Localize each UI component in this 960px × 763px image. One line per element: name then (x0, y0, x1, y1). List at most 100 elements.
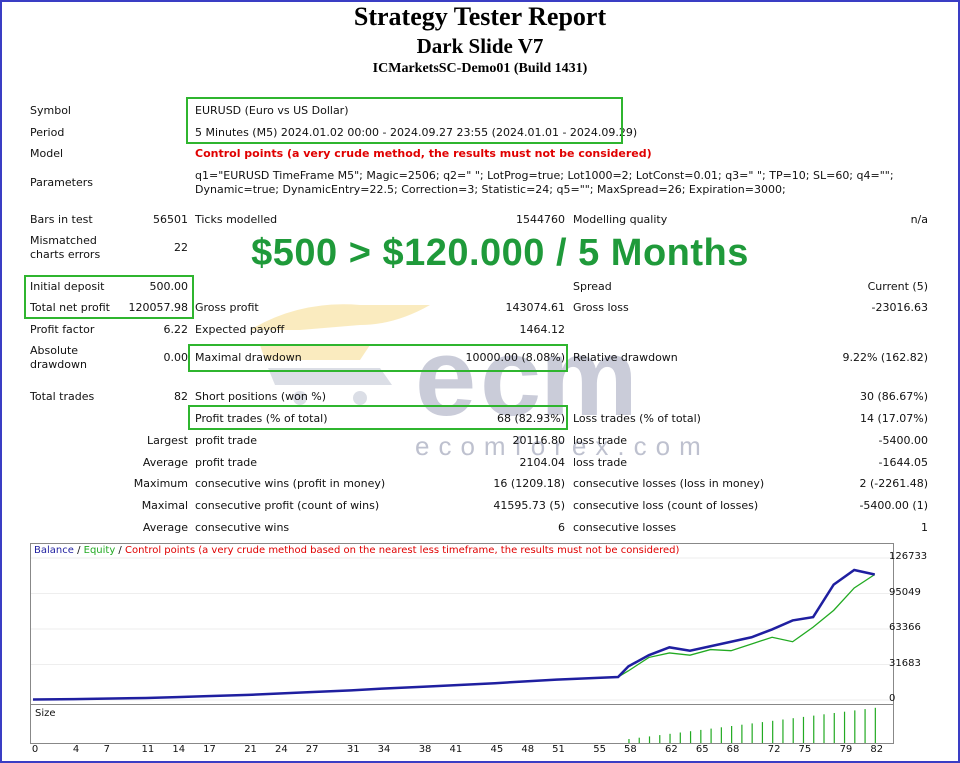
pf-label: Profit factor (30, 323, 95, 336)
legend-balance: Balance (34, 545, 74, 556)
parameters-line1: q1="EURUSD TimeFrame M5"; Magic=2506; q2… (195, 169, 894, 182)
ticks-label: Ticks modelled (195, 213, 278, 226)
x-tick-label: 17 (203, 744, 216, 755)
svg-text:m: m (540, 316, 638, 439)
x-tick-label: 72 (767, 744, 781, 755)
size-bar (813, 715, 815, 743)
ltrades-label: Loss trades (% of total) (573, 412, 701, 425)
quality-label: Modelling quality (573, 213, 668, 226)
payoff-label: Expected payoff (195, 323, 285, 336)
size-bar (638, 737, 640, 743)
spread-label: Spread (573, 280, 612, 293)
size-bar (689, 731, 692, 743)
mismatch-value: 22 (174, 241, 188, 254)
legend-sep-2: / (115, 545, 125, 556)
ptrades-label: Profit trades (% of total) (195, 412, 328, 425)
size-bar (854, 710, 856, 743)
y-tick-label: 126733 (889, 551, 928, 562)
acl-value: 1 (921, 521, 928, 534)
symbol-period-highlight (186, 97, 623, 144)
balance-chart-svg (31, 557, 893, 701)
x-tick-label: 75 (798, 744, 812, 755)
size-bar (772, 720, 774, 743)
grossloss-value: -23016.63 (871, 301, 928, 314)
headline-banner: $500 > $120.000 / 5 Months (251, 232, 749, 274)
x-tick-label: 82 (870, 744, 884, 755)
bars-value: 56501 (153, 213, 188, 226)
short-label: Short positions (won %) (195, 390, 327, 403)
mcl2-label: consecutive loss (count of losses) (573, 499, 759, 512)
y-tick-label: 31683 (889, 657, 921, 669)
x-tick-label: 24 (274, 744, 288, 755)
ll-value: -5400.00 (878, 434, 928, 447)
maximal-label: Maximal (141, 499, 188, 512)
quality-value: n/a (910, 213, 928, 226)
spread-value: Current (5) (867, 280, 928, 293)
size-bar (628, 739, 630, 743)
size-bar (864, 709, 866, 743)
drawdown-highlight (188, 344, 568, 372)
report-title: Strategy Tester Report (353, 2, 607, 31)
period-value: 5 Minutes (M5) 2024.01.02 00:00 - 2024.0… (195, 126, 638, 139)
profit-trades-highlight (188, 405, 568, 430)
maximum-label: Maximum (133, 477, 188, 490)
mcl2-value: -5400.00 (1) (859, 499, 928, 512)
x-tick-label: 14 (172, 744, 186, 755)
y-tick-label: 63366 (889, 622, 921, 633)
ptrades-value: 68 (82.93%) (496, 412, 565, 425)
x-tick-label: 41 (449, 744, 463, 755)
size-bar (843, 711, 846, 743)
x-tick-label: 7 (103, 744, 111, 755)
trades-label: Total trades (30, 390, 95, 403)
deposit-profit-highlight (24, 275, 194, 319)
grossprofit-label: Gross profit (195, 301, 259, 314)
size-bar (802, 716, 805, 743)
pf-value: 6.22 (163, 323, 189, 336)
average2-label: Average (142, 521, 188, 534)
lp-value: 20116.80 (512, 434, 566, 447)
size-bar (751, 723, 753, 743)
parameters-label: Parameters (30, 176, 93, 189)
size-bar (741, 724, 743, 743)
size-label: Size (35, 708, 56, 719)
size-bar (720, 727, 722, 743)
size-bar (669, 733, 671, 743)
maxdd-value: 10000.00 (8.08%) (465, 351, 565, 364)
y-tick-label: 95049 (889, 586, 921, 598)
ltrades-value: 14 (17.07%) (859, 412, 928, 425)
x-tick-label: 79 (839, 744, 853, 755)
size-chart-svg (628, 707, 876, 743)
absdd-label-1: Absolute (30, 344, 79, 357)
deposit-label: Initial deposit (30, 280, 105, 293)
symbol-value: EURUSD (Euro vs US Dollar) (195, 104, 349, 117)
reldd-value: 9.22% (162.82) (842, 351, 928, 364)
size-bar (874, 707, 876, 743)
average-label: Average (142, 456, 188, 469)
size-bar (782, 719, 784, 743)
x-tick-label: 65 (695, 744, 709, 755)
size-bar (700, 729, 702, 743)
grossprofit-value: 143074.61 (505, 301, 566, 314)
balance-line (32, 568, 876, 701)
x-tick-label: 38 (418, 744, 432, 755)
size-bar (823, 714, 825, 743)
acw-label: consecutive wins (195, 521, 290, 534)
symbol-label: Symbol (30, 104, 71, 117)
payoff-value: 1464.12 (519, 323, 566, 336)
size-bar (761, 722, 764, 743)
absdd-label-2: drawdown (30, 358, 87, 371)
size-chart: Size (30, 704, 894, 744)
deposit-value: 500.00 (149, 280, 189, 293)
x-tick-label: 68 (726, 744, 740, 755)
x-tick-label: 21 (244, 744, 257, 755)
svg-text:e: e (415, 316, 476, 439)
ea-name: Dark Slide V7 (416, 34, 544, 58)
bars-label: Bars in test (30, 213, 93, 226)
chart-legend: Balance / Equity / Control points (a ver… (34, 545, 679, 556)
mcp-label: consecutive profit (count of wins) (195, 499, 380, 512)
largest-label: Largest (147, 434, 188, 447)
x-tick-label: 0 (31, 744, 39, 755)
period-label: Period (30, 126, 65, 139)
lp-label: profit trade (195, 434, 258, 447)
size-bar (833, 713, 835, 743)
